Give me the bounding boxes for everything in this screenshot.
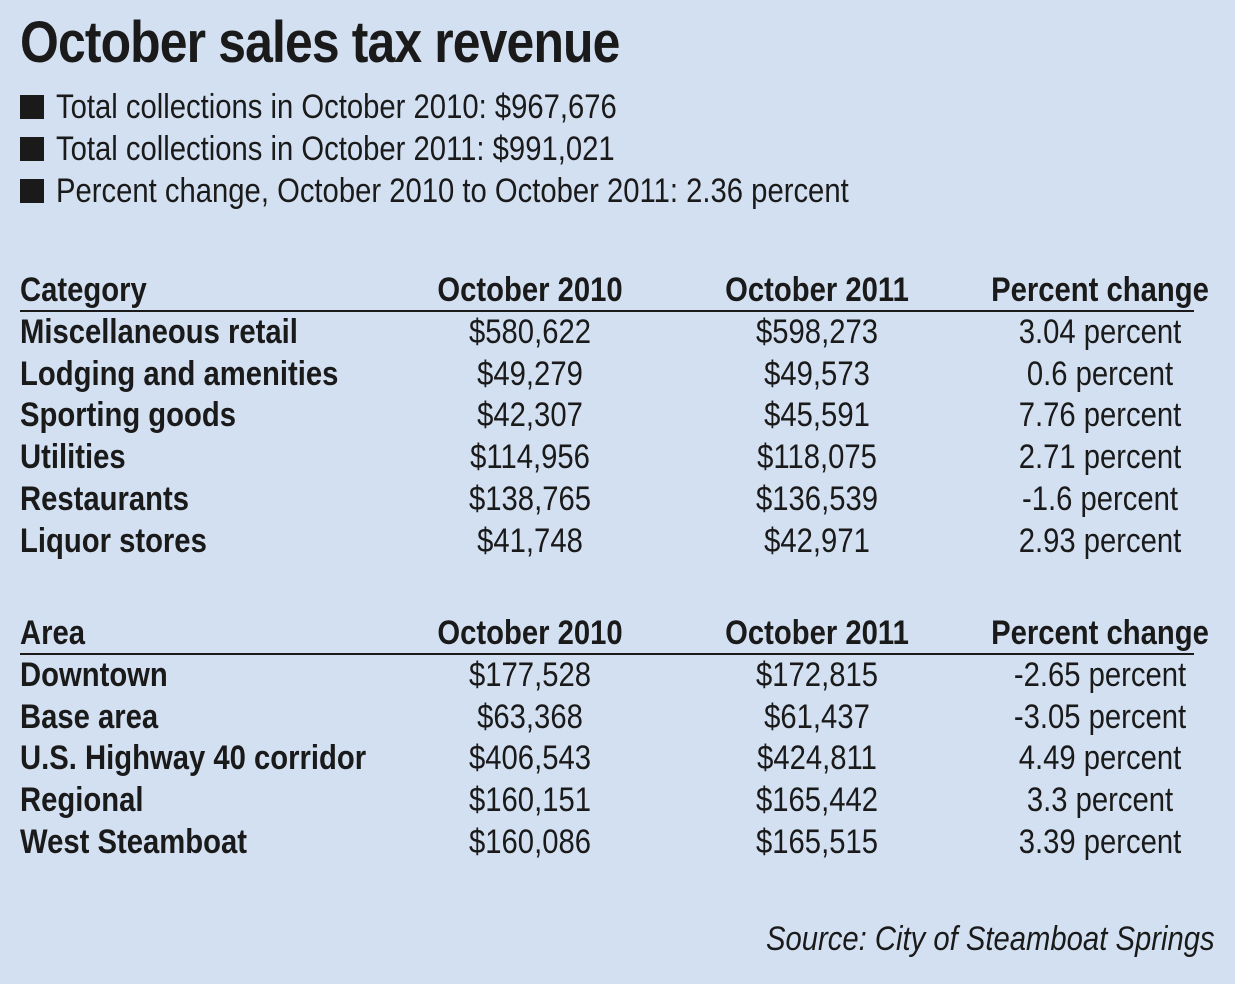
summary-item: Percent change, October 2010 to October … [20,170,978,212]
square-bullet-icon [20,137,44,161]
value-2010: $160,151 [469,781,591,820]
value-2011: $172,815 [756,655,878,694]
value-2010: $41,748 [477,521,583,560]
page-title: October sales tax revenue [20,10,620,75]
table-row: Utilities $114,956 $118,075 2.71 percent [20,437,1194,479]
summary-item: Total collections in October 2010: $967,… [20,86,978,128]
table-row: Restaurants $138,765 $136,539 -1.6 perce… [20,479,1194,521]
table-row: Miscellaneous retail $580,622 $598,273 3… [20,312,1194,354]
value-2010: $406,543 [469,739,591,778]
summary-list: Total collections in October 2010: $967,… [20,86,978,212]
table-row: West Steamboat $160,086 $165,515 3.39 pe… [20,822,1194,864]
summary-text: Total collections in October 2010: $967,… [56,87,617,126]
table-row: Lodging and amenities $49,279 $49,573 0.… [20,354,1194,396]
percent-change: 7.76 percent [1018,396,1182,435]
row-label: Downtown [20,655,168,694]
table-row: Regional $160,151 $165,442 3.3 percent [20,780,1194,822]
summary-text: Total collections in October 2011: $991,… [56,129,615,168]
value-2010: $42,307 [477,396,583,435]
category-table: Category October 2010 October 2011 Perce… [20,270,1209,563]
value-2010: $580,622 [469,312,591,351]
row-label: Sporting goods [20,396,237,435]
value-2011: $424,811 [757,739,877,778]
table-row: U.S. Highway 40 corridor $406,543 $424,8… [20,738,1194,780]
table-header: Area October 2010 October 2011 Percent c… [20,613,1209,655]
row-label: U.S. Highway 40 corridor [20,739,367,778]
row-label: Utilities [20,438,126,477]
table-row: Downtown $177,528 $172,815 -2.65 percent [20,655,1194,697]
value-2011: $118,075 [757,438,877,477]
value-2010: $160,086 [469,822,591,861]
row-label: Miscellaneous retail [20,312,298,351]
header-cell: October 2010 [437,614,623,652]
header-cell: October 2011 [725,271,909,309]
value-2011: $165,515 [756,822,878,861]
square-bullet-icon [20,179,44,203]
square-bullet-icon [20,95,44,119]
summary-item: Total collections in October 2011: $991,… [20,128,978,170]
row-label: Base area [20,697,159,736]
percent-change: -3.05 percent [1013,697,1187,736]
area-table: Area October 2010 October 2011 Percent c… [20,613,1209,864]
value-2011: $136,539 [756,479,878,518]
value-2010: $63,368 [477,697,583,736]
value-2010: $114,956 [470,438,590,477]
row-label: Regional [20,781,144,820]
value-2011: $598,273 [756,312,878,351]
header-cell: October 2010 [437,271,623,309]
value-2011: $61,437 [764,697,870,736]
percent-change: 3.04 percent [1018,312,1182,351]
header-cell: Area [20,614,86,652]
summary-text: Percent change, October 2010 to October … [56,171,849,210]
percent-change: -1.6 percent [1021,479,1179,518]
value-2011: $42,971 [764,521,870,560]
value-2011: $45,591 [764,396,870,435]
percent-change: 2.71 percent [1018,438,1182,477]
row-label: Lodging and amenities [20,354,339,393]
percent-change: 2.93 percent [1018,521,1182,560]
value-2010: $177,528 [469,655,591,694]
percent-change: 3.3 percent [1026,781,1174,820]
table-row: Liquor stores $41,748 $42,971 2.93 perce… [20,521,1194,563]
value-2011: $49,573 [764,354,870,393]
percent-change: -2.65 percent [1013,655,1187,694]
source-credit: Source: City of Steamboat Springs [766,920,1215,958]
value-2011: $165,442 [756,781,878,820]
header-cell: October 2011 [725,614,909,652]
table-row: Sporting goods $42,307 $45,591 7.76 perc… [20,395,1194,437]
header-cell: Percent change [991,271,1209,309]
value-2010: $138,765 [469,479,591,518]
table-header: Category October 2010 October 2011 Perce… [20,270,1209,312]
header-cell: Percent change [991,614,1209,652]
row-label: Restaurants [20,479,190,518]
percent-change: 3.39 percent [1018,822,1182,861]
value-2010: $49,279 [477,354,583,393]
table-row: Base area $63,368 $61,437 -3.05 percent [20,697,1194,739]
percent-change: 4.49 percent [1018,739,1182,778]
row-label: Liquor stores [20,521,207,560]
header-cell: Category [20,271,147,309]
percent-change: 0.6 percent [1026,354,1174,393]
row-label: West Steamboat [20,822,247,861]
